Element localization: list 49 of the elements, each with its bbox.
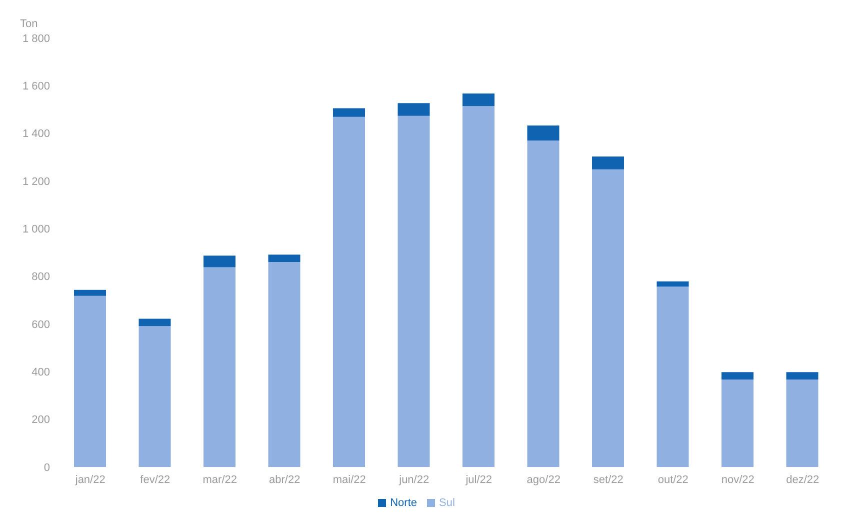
bar	[268, 254, 300, 262]
x-tick-label: fev/22	[140, 474, 170, 486]
legend-label: Norte	[390, 497, 417, 509]
x-tick-label: mai/22	[332, 474, 366, 486]
y-tick-label: 1 800	[22, 32, 50, 45]
y-tick-label: 1 200	[22, 176, 50, 188]
bar	[722, 372, 754, 380]
y-axis-title: Ton	[20, 18, 38, 30]
bar	[74, 290, 106, 296]
bar	[786, 380, 818, 467]
y-tick-label: 400	[32, 366, 50, 379]
bar	[527, 140, 560, 467]
x-tick-label: mar/22	[202, 474, 237, 486]
x-tick-label: nov/22	[721, 474, 754, 486]
bar	[333, 108, 365, 117]
bar	[138, 326, 171, 467]
bar	[592, 156, 624, 170]
x-tick-label: ago/22	[526, 474, 560, 486]
x-tick-label: out/22	[658, 474, 688, 486]
bar	[592, 169, 624, 467]
bar	[333, 116, 365, 467]
y-tick-label: 800	[32, 271, 50, 284]
x-tick-label: dez/22	[786, 474, 820, 486]
bar	[398, 103, 430, 116]
x-tick-label: jul/22	[464, 474, 492, 486]
x-tick-label: set/22	[593, 474, 624, 486]
bar	[527, 125, 560, 140]
bar	[722, 380, 754, 467]
x-tick-label: jun/22	[398, 474, 430, 486]
y-tick-label: 200	[32, 414, 50, 426]
x-tick-label: abr/22	[269, 474, 300, 486]
x-tick-label: jan/22	[74, 474, 106, 486]
bar	[656, 281, 689, 287]
y-tick-label: 1 000	[22, 224, 50, 236]
bar	[786, 372, 818, 380]
y-tick-label: 0	[44, 462, 50, 474]
bar	[398, 116, 430, 467]
y-tick-label: 1 400	[22, 128, 50, 140]
bar	[462, 94, 494, 106]
bar	[204, 256, 236, 268]
legend-label: Sul	[439, 497, 455, 509]
bar	[268, 262, 300, 467]
bar	[462, 106, 494, 467]
bar	[74, 296, 106, 467]
bar	[656, 286, 689, 467]
y-tick-label: 1 600	[22, 80, 50, 93]
y-tick-label: 600	[32, 318, 50, 331]
bar	[204, 267, 236, 467]
bar	[138, 318, 171, 326]
